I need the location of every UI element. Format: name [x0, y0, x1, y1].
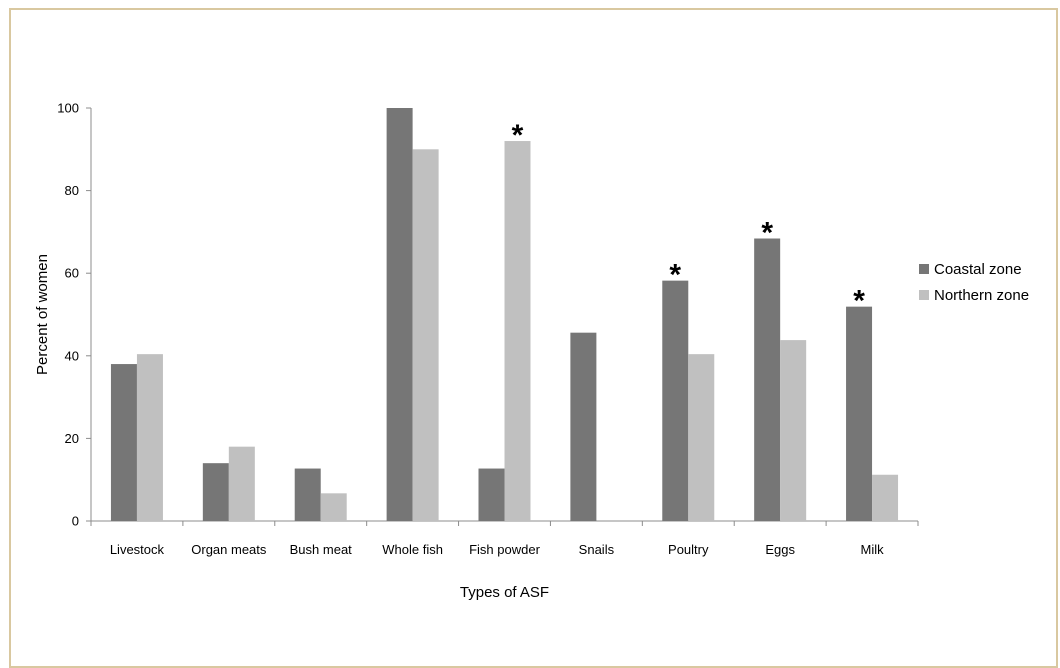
bar: [320, 493, 347, 521]
bar: [662, 280, 689, 521]
bar: [228, 446, 255, 521]
y-tick-label: 60: [65, 266, 79, 281]
bar: [386, 108, 413, 521]
y-tick-label: 80: [65, 183, 79, 198]
bar: [202, 463, 229, 521]
bar: [504, 141, 531, 522]
bar: [478, 468, 505, 521]
legend-swatch: [919, 264, 929, 274]
significance-asterisk: *: [853, 285, 865, 318]
x-tick-label: Bush meat: [290, 542, 353, 557]
significance-asterisk: *: [761, 217, 773, 250]
bar: [872, 474, 899, 521]
y-tick-label: 100: [57, 101, 79, 116]
bar: [412, 149, 439, 522]
legend-swatch: [919, 290, 929, 300]
x-tick-label: Milk: [861, 542, 885, 557]
x-tick-label: Whole fish: [382, 542, 443, 557]
x-tick-label: Eggs: [765, 542, 795, 557]
y-tick-label: 40: [65, 348, 79, 363]
legend: Coastal zone Northern zone: [919, 261, 1029, 304]
y-tick-label: 20: [65, 431, 79, 446]
x-tick-label: Poultry: [668, 542, 709, 557]
axes: 0 20 40 60 80 100 Livestock Organ meats Bush mea…: [57, 101, 919, 557]
x-tick-label: Organ meats: [191, 542, 267, 557]
legend-label: Coastal zone: [934, 261, 1022, 278]
bar: [754, 238, 781, 521]
bar: [110, 364, 137, 521]
bar: [294, 468, 321, 521]
bar: [136, 354, 163, 521]
x-axis-title: Types of ASF: [460, 584, 549, 601]
bar: [570, 332, 597, 521]
y-axis-title: Percent of women: [34, 254, 51, 375]
significance-markers: * * * *: [512, 119, 866, 318]
y-tick-label: 0: [72, 514, 79, 529]
x-tick-label: Livestock: [110, 542, 165, 557]
bars: [110, 108, 899, 522]
bar: [780, 340, 807, 521]
x-tick-label: Snails: [579, 542, 615, 557]
bar: [846, 306, 873, 521]
legend-label: Northern zone: [934, 287, 1029, 304]
bar-chart: 0 20 40 60 80 100 Livestock Organ meats Bush mea…: [34, 101, 1029, 602]
x-tick-label: Fish powder: [469, 542, 540, 557]
bar: [688, 354, 715, 521]
significance-asterisk: *: [669, 259, 681, 292]
significance-asterisk: *: [512, 119, 524, 152]
